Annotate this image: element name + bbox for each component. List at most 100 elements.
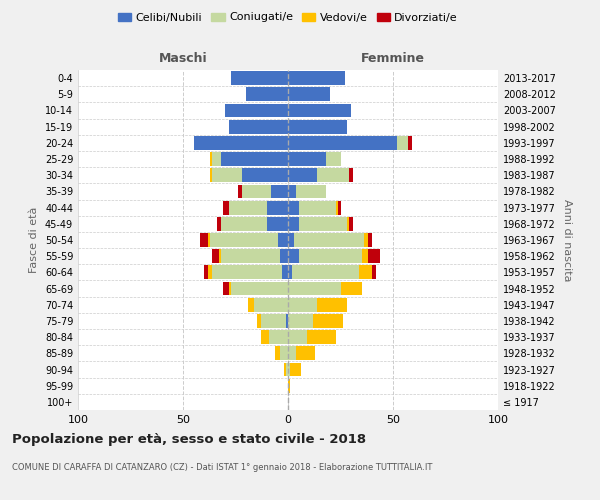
Bar xyxy=(238,184,242,198)
Bar xyxy=(225,104,288,118)
Bar xyxy=(361,250,368,263)
Bar xyxy=(271,184,288,198)
Bar xyxy=(307,330,336,344)
Bar xyxy=(338,200,341,214)
Bar xyxy=(347,217,349,230)
Bar xyxy=(397,136,408,149)
Bar xyxy=(286,314,288,328)
Bar xyxy=(212,168,242,182)
Legend: Celibi/Nubili, Coniugati/e, Vedovi/e, Divorziati/e: Celibi/Nubili, Coniugati/e, Vedovi/e, Di… xyxy=(113,8,463,27)
Bar xyxy=(288,379,290,392)
Bar xyxy=(299,217,347,230)
Bar xyxy=(267,200,288,214)
Bar xyxy=(217,217,221,230)
Bar xyxy=(288,184,296,198)
Bar xyxy=(204,266,208,280)
Bar xyxy=(229,200,267,214)
Bar xyxy=(246,88,288,101)
Bar xyxy=(248,298,254,312)
Bar xyxy=(257,314,260,328)
Bar xyxy=(292,266,359,280)
Bar xyxy=(208,266,212,280)
Text: Maschi: Maschi xyxy=(158,52,208,65)
Bar xyxy=(221,217,267,230)
Bar xyxy=(368,250,380,263)
Bar xyxy=(288,298,317,312)
Bar xyxy=(242,168,288,182)
Bar xyxy=(260,314,286,328)
Text: Femmine: Femmine xyxy=(361,52,425,65)
Bar xyxy=(242,184,271,198)
Bar xyxy=(210,168,212,182)
Bar xyxy=(288,217,299,230)
Bar xyxy=(364,233,368,247)
Bar xyxy=(317,298,347,312)
Text: COMUNE DI CARAFFA DI CATANZARO (CZ) - Dati ISTAT 1° gennaio 2018 - Elaborazione : COMUNE DI CARAFFA DI CATANZARO (CZ) - Da… xyxy=(12,463,433,472)
Bar xyxy=(288,200,299,214)
Bar xyxy=(313,314,343,328)
Bar xyxy=(372,266,376,280)
Bar xyxy=(288,233,295,247)
Bar xyxy=(326,152,341,166)
Bar xyxy=(193,136,288,149)
Bar xyxy=(288,168,317,182)
Bar xyxy=(208,233,210,247)
Bar xyxy=(296,184,326,198)
Bar xyxy=(280,346,288,360)
Bar xyxy=(288,314,313,328)
Bar xyxy=(275,346,280,360)
Bar xyxy=(349,217,353,230)
Bar xyxy=(229,282,232,296)
Bar xyxy=(299,200,337,214)
Bar xyxy=(212,250,218,263)
Bar xyxy=(288,71,345,85)
Bar xyxy=(212,152,221,166)
Bar xyxy=(288,346,296,360)
Bar xyxy=(284,362,286,376)
Bar xyxy=(408,136,412,149)
Bar xyxy=(223,282,229,296)
Bar xyxy=(288,330,307,344)
Y-axis label: Fasce di età: Fasce di età xyxy=(29,207,39,273)
Bar xyxy=(296,346,316,360)
Bar xyxy=(229,120,288,134)
Bar xyxy=(261,330,269,344)
Bar xyxy=(232,282,288,296)
Bar xyxy=(218,250,221,263)
Bar xyxy=(286,362,288,376)
Bar xyxy=(288,250,299,263)
Bar xyxy=(221,250,280,263)
Bar xyxy=(277,233,288,247)
Bar xyxy=(288,104,351,118)
Bar xyxy=(337,200,338,214)
Bar xyxy=(359,266,372,280)
Bar xyxy=(317,168,349,182)
Text: Popolazione per età, sesso e stato civile - 2018: Popolazione per età, sesso e stato civil… xyxy=(12,432,366,446)
Bar xyxy=(288,88,330,101)
Bar xyxy=(290,362,301,376)
Bar xyxy=(200,233,208,247)
Bar xyxy=(254,298,288,312)
Bar xyxy=(288,136,397,149)
Bar xyxy=(223,200,229,214)
Bar xyxy=(221,152,288,166)
Bar xyxy=(299,250,361,263)
Bar xyxy=(288,362,290,376)
Bar xyxy=(288,266,292,280)
Y-axis label: Anni di nascita: Anni di nascita xyxy=(562,198,572,281)
Bar xyxy=(368,233,372,247)
Bar xyxy=(349,168,353,182)
Bar xyxy=(232,71,288,85)
Bar xyxy=(288,152,326,166)
Bar xyxy=(288,120,347,134)
Bar xyxy=(288,282,341,296)
Bar xyxy=(267,217,288,230)
Bar xyxy=(282,266,288,280)
Bar xyxy=(210,152,212,166)
Bar xyxy=(341,282,361,296)
Bar xyxy=(210,233,277,247)
Bar xyxy=(280,250,288,263)
Bar xyxy=(295,233,364,247)
Bar xyxy=(269,330,288,344)
Bar xyxy=(212,266,282,280)
